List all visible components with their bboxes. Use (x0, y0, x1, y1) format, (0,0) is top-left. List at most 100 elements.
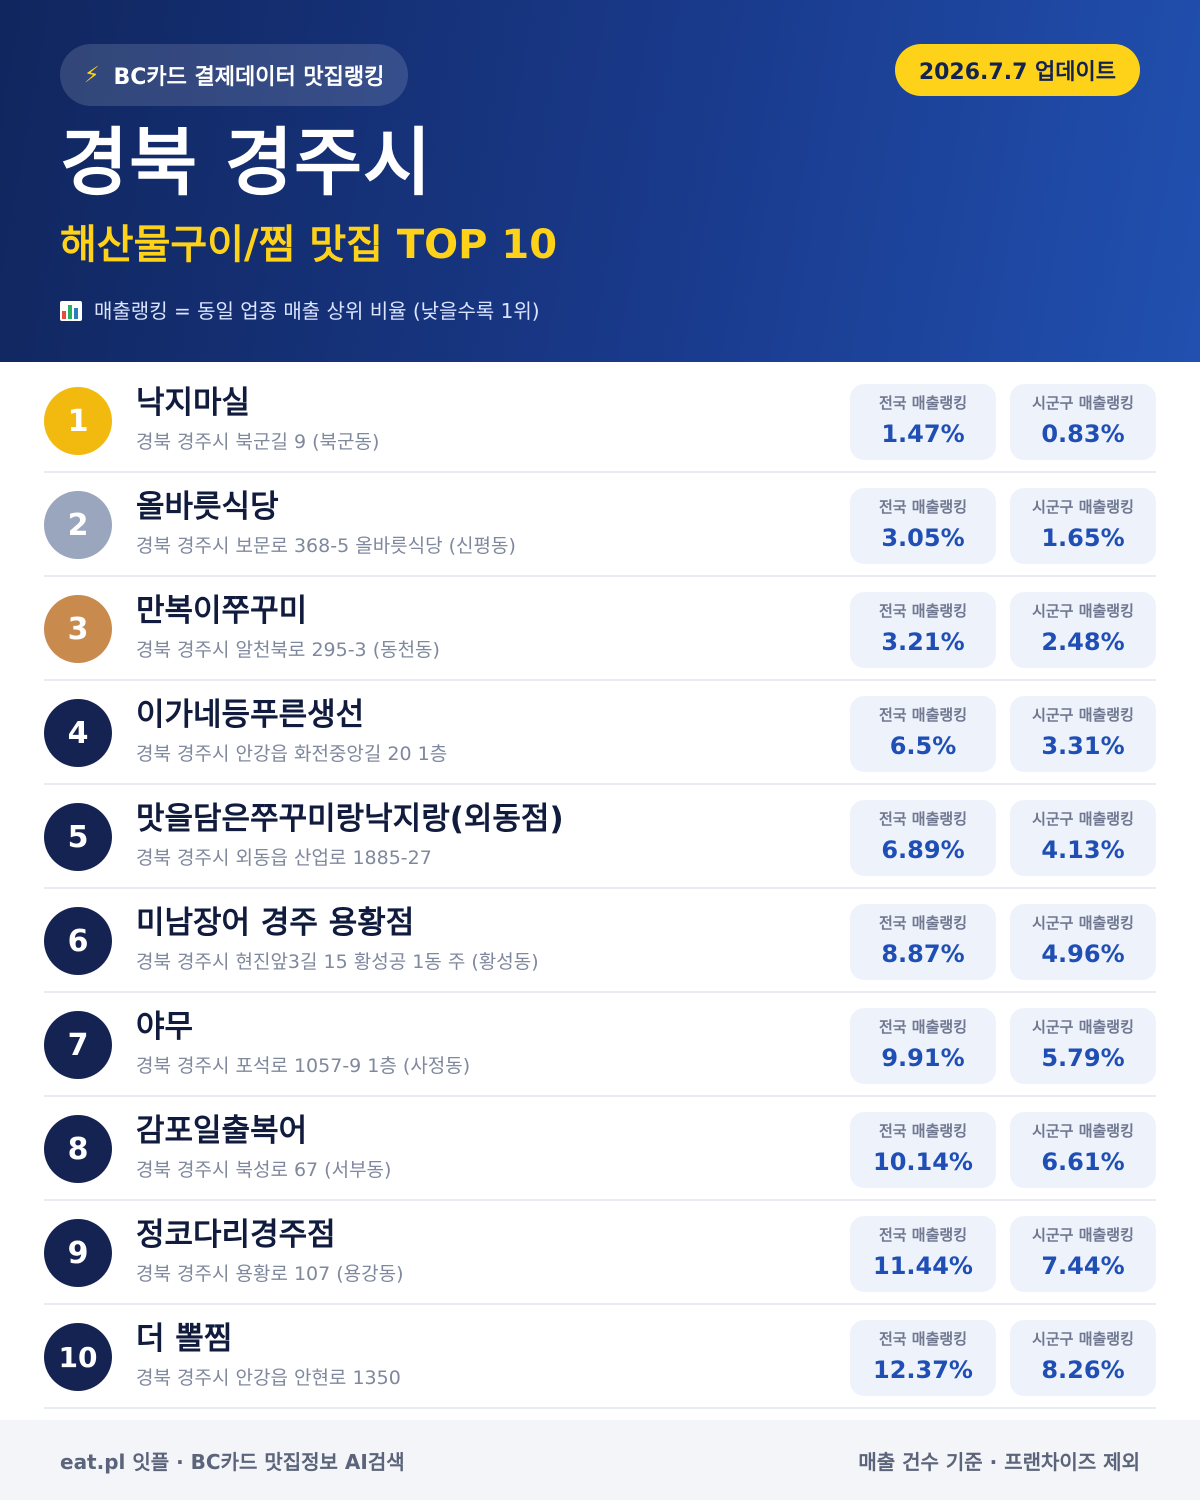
restaurant-name[interactable]: 올바릇식당 (136, 489, 279, 525)
local-rank-card: 시군구 매출랭킹 3.31% (1010, 696, 1156, 772)
header-banner: ⚡ BC카드 결제데이터 맛집랭킹 2026.7.7 업데이트 경북 경주시 해… (0, 0, 1200, 362)
restaurant-name[interactable]: 만복이쭈꾸미 (136, 593, 308, 629)
restaurant-address: 경북 경주시 알천북로 295-3 (동천동) (136, 639, 440, 661)
restaurant-address: 경북 경주시 외동읍 산업로 1885-27 (136, 847, 432, 869)
restaurant-row[interactable]: 5 맛을담은쭈꾸미랑낙지랑(외동점) 경북 경주시 외동읍 산업로 1885-2… (44, 785, 1156, 889)
restaurant-name[interactable]: 미남장어 경주 용황점 (136, 905, 415, 941)
national-rank-card: 전국 매출랭킹 3.21% (850, 592, 996, 668)
source-pill: ⚡ BC카드 결제데이터 맛집랭킹 (60, 44, 409, 106)
local-rank-label: 시군구 매출랭킹 (1032, 602, 1134, 620)
national-rank-value: 6.5% (889, 732, 957, 760)
national-rank-card: 전국 매출랭킹 6.89% (850, 800, 996, 876)
local-rank-label: 시군구 매출랭킹 (1032, 706, 1134, 724)
local-rank-value: 7.44% (1041, 1252, 1125, 1280)
local-rank-value: 2.48% (1041, 628, 1125, 656)
bar-chart-icon (60, 301, 82, 321)
national-rank-label: 전국 매출랭킹 (878, 1018, 968, 1036)
restaurant-row[interactable]: 8 감포일출복어 경북 경주시 북성로 67 (서부동) 전국 매출랭킹 10.… (44, 1097, 1156, 1201)
national-rank-label: 전국 매출랭킹 (878, 1226, 968, 1244)
local-rank-value: 4.13% (1041, 836, 1125, 864)
national-rank-label: 전국 매출랭킹 (878, 810, 968, 828)
national-rank-label: 전국 매출랭킹 (878, 706, 968, 724)
local-rank-label: 시군구 매출랭킹 (1032, 498, 1134, 516)
national-rank-card: 전국 매출랭킹 1.47% (850, 384, 996, 460)
restaurant-row[interactable]: 7 야무 경북 경주시 포석로 1057-9 1층 (사정동) 전국 매출랭킹 … (44, 993, 1156, 1097)
restaurant-address: 경북 경주시 보문로 368-5 올바릇식당 (신평동) (136, 535, 516, 557)
national-rank-value: 9.91% (881, 1044, 965, 1072)
rank-badge: 8 (44, 1115, 112, 1183)
national-rank-value: 6.89% (881, 836, 965, 864)
national-rank-value: 10.14% (873, 1148, 973, 1176)
national-rank-card: 전국 매출랭킹 6.5% (850, 696, 996, 772)
national-rank-value: 11.44% (873, 1252, 973, 1280)
page-subtitle: 해산물구이/찜 맛집 TOP 10 (60, 222, 558, 268)
restaurant-row[interactable]: 4 이가네등푸른생선 경북 경주시 안강읍 화전중앙길 20 1층 전국 매출랭… (44, 681, 1156, 785)
restaurant-row[interactable]: 3 만복이쭈꾸미 경북 경주시 알천북로 295-3 (동천동) 전국 매출랭킹… (44, 577, 1156, 681)
lightning-icon: ⚡ (84, 62, 100, 88)
restaurant-name[interactable]: 야무 (136, 1009, 194, 1045)
local-rank-value: 0.83% (1041, 420, 1125, 448)
footer: eat.pl 잇플 · BC카드 맛집정보 AI검색 매출 건수 기준 · 프랜… (0, 1420, 1200, 1500)
rank-badge: 3 (44, 595, 112, 663)
restaurant-name[interactable]: 감포일출복어 (136, 1113, 308, 1149)
restaurant-row[interactable]: 1 낙지마실 경북 경주시 북군길 9 (북군동) 전국 매출랭킹 1.47% … (44, 369, 1156, 473)
rank-badge: 5 (44, 803, 112, 871)
local-rank-card: 시군구 매출랭킹 1.65% (1010, 488, 1156, 564)
footer-criteria: 매출 건수 기준 · 프랜차이즈 제외 (858, 1449, 1140, 1474)
local-rank-value: 5.79% (1041, 1044, 1125, 1072)
restaurant-address: 경북 경주시 안강읍 화전중앙길 20 1층 (136, 743, 448, 765)
national-rank-card: 전국 매출랭킹 10.14% (850, 1112, 996, 1188)
restaurant-address: 경북 경주시 북군길 9 (북군동) (136, 431, 380, 453)
restaurant-name[interactable]: 맛을담은쭈꾸미랑낙지랑(외동점) (136, 801, 564, 837)
restaurant-row[interactable]: 9 정코다리경주점 경북 경주시 용황로 107 (용강동) 전국 매출랭킹 1… (44, 1201, 1156, 1305)
restaurant-name[interactable]: 더 뽈찜 (136, 1321, 233, 1357)
restaurant-address: 경북 경주시 북성로 67 (서부동) (136, 1159, 392, 1181)
restaurant-address: 경북 경주시 현진앞3길 15 황성공 1동 주 (황성동) (136, 951, 539, 973)
source-label: BC카드 결제데이터 맛집랭킹 (113, 65, 385, 90)
restaurant-address: 경북 경주시 안강읍 안현로 1350 (136, 1367, 401, 1389)
national-rank-card: 전국 매출랭킹 8.87% (850, 904, 996, 980)
restaurant-name[interactable]: 정코다리경주점 (136, 1217, 336, 1253)
restaurant-row[interactable]: 2 올바릇식당 경북 경주시 보문로 368-5 올바릇식당 (신평동) 전국 … (44, 473, 1156, 577)
footer-source: eat.pl 잇플 · BC카드 맛집정보 AI검색 (60, 1449, 405, 1474)
restaurant-row[interactable]: 6 미남장어 경주 용황점 경북 경주시 현진앞3길 15 황성공 1동 주 (… (44, 889, 1156, 993)
rank-badge: 9 (44, 1219, 112, 1287)
national-rank-card: 전국 매출랭킹 9.91% (850, 1008, 996, 1084)
national-rank-label: 전국 매출랭킹 (878, 914, 968, 932)
national-rank-label: 전국 매출랭킹 (878, 602, 968, 620)
rank-badge: 6 (44, 907, 112, 975)
national-rank-value: 3.21% (881, 628, 965, 656)
national-rank-card: 전국 매출랭킹 12.37% (850, 1320, 996, 1396)
restaurant-name[interactable]: 이가네등푸른생선 (136, 697, 365, 733)
rank-badge: 2 (44, 491, 112, 559)
local-rank-label: 시군구 매출랭킹 (1032, 810, 1134, 828)
local-rank-card: 시군구 매출랭킹 7.44% (1010, 1216, 1156, 1292)
restaurant-address: 경북 경주시 포석로 1057-9 1층 (사정동) (136, 1055, 471, 1077)
national-rank-value: 3.05% (881, 524, 965, 552)
local-rank-label: 시군구 매출랭킹 (1032, 1330, 1134, 1348)
national-rank-label: 전국 매출랭킹 (878, 394, 968, 412)
local-rank-card: 시군구 매출랭킹 2.48% (1010, 592, 1156, 668)
local-rank-value: 8.26% (1041, 1356, 1125, 1384)
local-rank-label: 시군구 매출랭킹 (1032, 1018, 1134, 1036)
national-rank-value: 8.87% (881, 940, 965, 968)
local-rank-card: 시군구 매출랭킹 4.13% (1010, 800, 1156, 876)
ranking-note-text: 매출랭킹 = 동일 업종 매출 상위 비율 (낮을수록 1위) (94, 299, 540, 323)
national-rank-label: 전국 매출랭킹 (878, 1330, 968, 1348)
page-title: 경북 경주시 (60, 120, 433, 206)
update-badge: 2026.7.7 업데이트 (894, 44, 1140, 96)
local-rank-value: 1.65% (1041, 524, 1125, 552)
local-rank-card: 시군구 매출랭킹 0.83% (1010, 384, 1156, 460)
rank-badge: 10 (44, 1323, 112, 1391)
restaurant-row[interactable]: 10 더 뽈찜 경북 경주시 안강읍 안현로 1350 전국 매출랭킹 12.3… (44, 1305, 1156, 1409)
national-rank-label: 전국 매출랭킹 (878, 1122, 968, 1140)
national-rank-card: 전국 매출랭킹 11.44% (850, 1216, 996, 1292)
local-rank-label: 시군구 매출랭킹 (1032, 394, 1134, 412)
restaurant-name[interactable]: 낙지마실 (136, 385, 251, 421)
local-rank-value: 4.96% (1041, 940, 1125, 968)
local-rank-card: 시군구 매출랭킹 5.79% (1010, 1008, 1156, 1084)
national-rank-card: 전국 매출랭킹 3.05% (850, 488, 996, 564)
national-rank-label: 전국 매출랭킹 (878, 498, 968, 516)
rank-badge: 4 (44, 699, 112, 767)
local-rank-label: 시군구 매출랭킹 (1032, 1226, 1134, 1244)
